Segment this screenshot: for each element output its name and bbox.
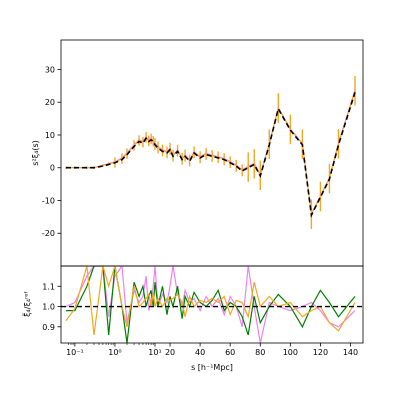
bottom-y-tick-label: 1.0 [42, 303, 55, 312]
top-y-axis-label: s²ξ₄(s) [31, 140, 40, 165]
top-y-tick-label: 20 [45, 98, 55, 107]
bottom-y-ticks: 0.9 1.0 1.1 [42, 282, 61, 332]
x-tick-label: 120 [313, 348, 328, 357]
x-tick-label: 40 [195, 348, 205, 357]
top-y-tick-label: 30 [45, 65, 55, 74]
bottom-panel: 0.9 1.0 1.1 10⁻¹ 10⁰ 10¹ 20 40 60 80 100 120 140 ξ̃… [22, 265, 364, 372]
x-axis-label: s [h⁻¹Mpc] [191, 363, 233, 372]
top-y-tick-label: 0 [50, 164, 55, 173]
x-tick-label: 10⁰ [108, 348, 121, 357]
bottom-panel-frame [60, 265, 364, 344]
bottom-series-line-1 [66, 266, 356, 343]
bottom-y-tick-label: 1.1 [42, 282, 55, 291]
bottom-y-axis-label: ξ̃₄/ξ₄ʳᵉᶠ [22, 291, 32, 317]
x-tick-label: 140 [343, 348, 358, 357]
top-panel: -20 -10 0 10 20 30 s²ξ₄(s) [31, 39, 364, 267]
bottom-y-tick-label: 0.9 [42, 323, 55, 332]
top-series-line-0 [66, 92, 356, 218]
bottom-x-ticks: 10⁻¹ 10⁰ 10¹ 20 40 60 80 100 120 140 [66, 343, 358, 357]
x-tick-label: 100 [283, 348, 298, 357]
top-y-tick-label: -20 [42, 229, 55, 238]
top-series-group [66, 89, 356, 218]
top-y-ticks: -20 -10 0 10 20 30 [42, 65, 61, 238]
top-y-tick-label: 10 [45, 131, 55, 140]
x-tick-label: 10⁻¹ [66, 348, 84, 357]
bottom-series-line-2 [65, 266, 356, 335]
x-tick-label: 60 [225, 348, 235, 357]
x-tick-label: 20 [165, 348, 175, 357]
top-y-tick-label: -10 [42, 196, 55, 205]
x-tick-label: 10¹ [148, 348, 161, 357]
x-tick-label: 80 [255, 348, 265, 357]
